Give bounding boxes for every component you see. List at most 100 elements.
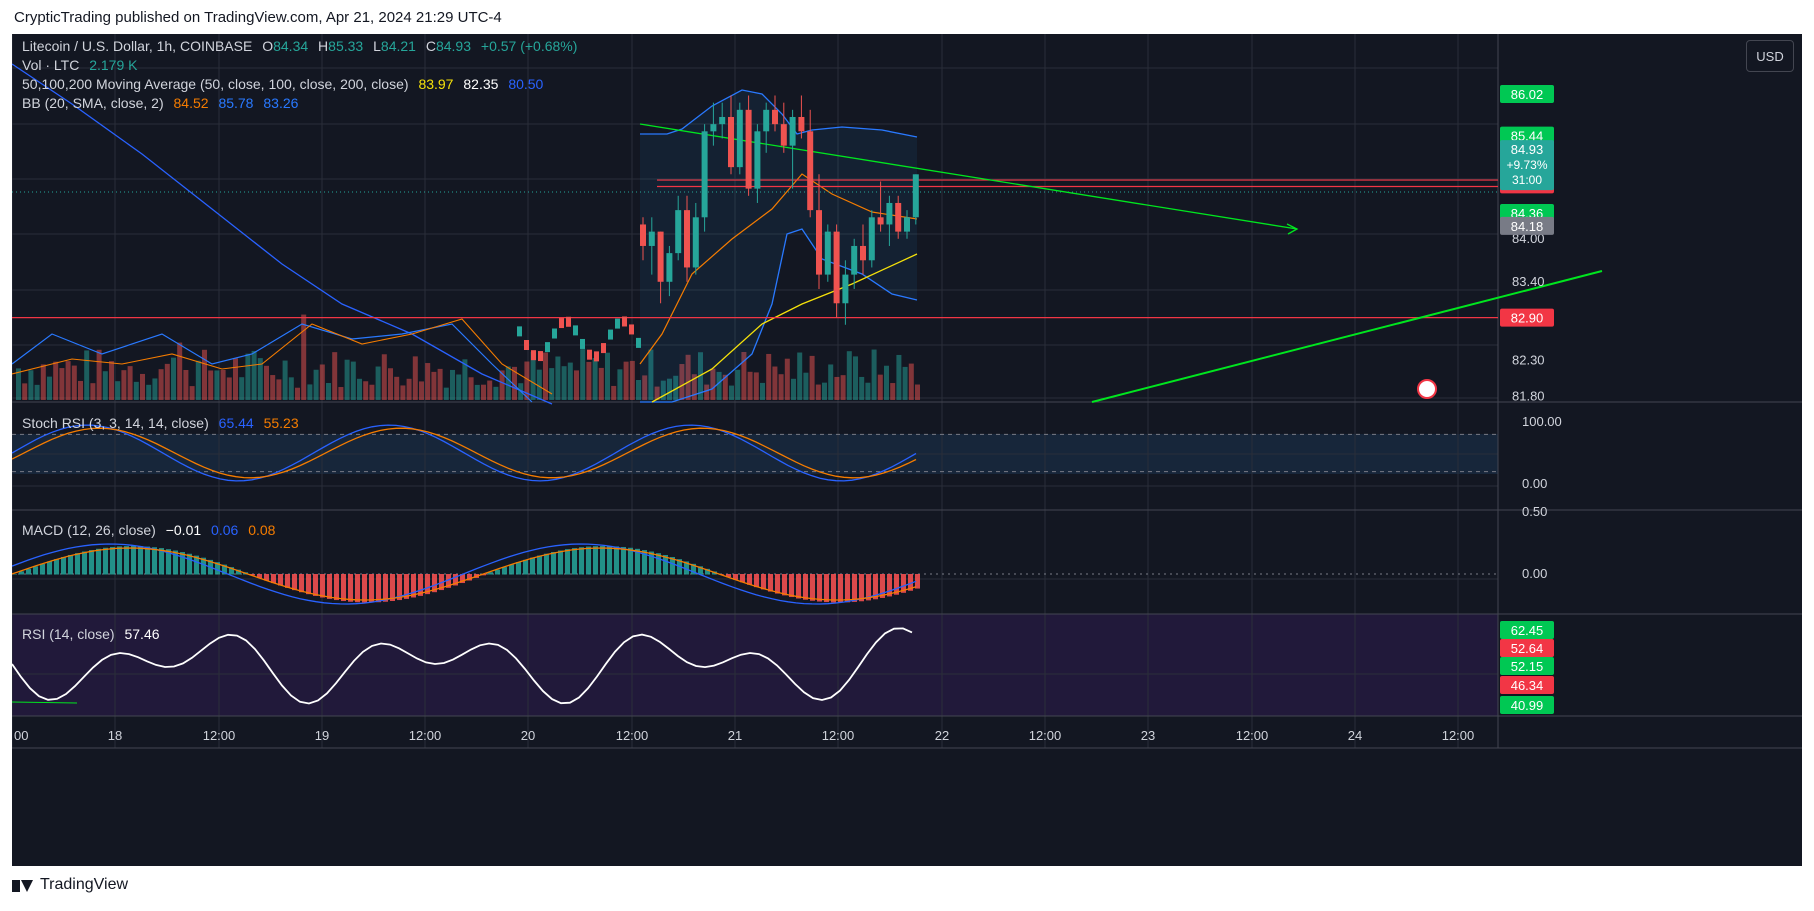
volume-bar	[152, 378, 158, 400]
volume-bar	[127, 366, 133, 400]
macd-histogram-bar	[684, 561, 689, 575]
candle-body	[666, 253, 673, 282]
rsi-label-box	[1500, 621, 1554, 639]
tradingview-footer[interactable]: TradingView	[12, 876, 128, 894]
volume-bar	[71, 365, 77, 400]
macd-histogram-bar	[446, 574, 451, 588]
macd-histogram-bar	[166, 549, 171, 575]
macd-histogram-bar	[362, 574, 367, 603]
volume-bar	[803, 372, 809, 400]
volume-bar	[140, 373, 145, 400]
volume-bar	[419, 381, 424, 400]
volume-bar	[332, 352, 338, 400]
ma50-line	[651, 253, 918, 403]
macd-histogram-bar	[810, 574, 815, 601]
rsi-pane-bg	[12, 614, 1498, 716]
time-tick-label: 12:00	[203, 728, 236, 743]
volume-bar	[778, 374, 784, 400]
volume-bar	[704, 384, 710, 400]
volume-bar	[344, 359, 350, 400]
macd-histogram-bar	[145, 546, 150, 575]
macd-histogram-bar	[453, 574, 458, 586]
macd-histogram-bar	[264, 574, 269, 581]
volume-bar	[437, 368, 443, 400]
currency-button[interactable]: USD	[1746, 40, 1794, 72]
symbol-title[interactable]: Litecoin / U.S. Dollar, 1h, COINBASE	[22, 38, 253, 54]
volume-bar	[580, 349, 586, 400]
price-label-box	[1500, 216, 1554, 235]
tradingview-logo-icon	[12, 878, 34, 892]
macd-histogram-bar	[173, 550, 178, 575]
volume-bar	[400, 385, 406, 400]
price-label-text: 85.44	[1511, 129, 1544, 144]
macd-histogram-bar	[768, 574, 773, 592]
volume-bar	[164, 363, 170, 400]
volume-bar	[84, 350, 90, 400]
candle-body-early	[636, 337, 641, 348]
volume-bar	[326, 382, 331, 400]
price-tick-label: 83.40	[1512, 274, 1545, 289]
macd-histogram-bar	[698, 566, 703, 575]
price-label-box	[1500, 126, 1554, 145]
candle-body-early	[531, 350, 536, 361]
chart-frame[interactable]: 84.0083.4082.3081.8086.0285.4484.8584.76…	[12, 34, 1802, 866]
price-label-text: 86.02	[1511, 87, 1544, 102]
macd-histogram-bar	[40, 563, 45, 575]
time-tick-label: 22	[935, 728, 949, 743]
macd-histogram-bar	[761, 574, 766, 590]
volume-bar	[642, 375, 648, 400]
time-tick-label: 19	[315, 728, 329, 743]
volume-bar	[846, 351, 852, 400]
macd-histogram-bar	[467, 574, 472, 581]
volume-bar	[815, 384, 821, 400]
volume-bar	[493, 386, 499, 400]
volume-legend: Vol · LTC 2.179 K	[22, 57, 143, 73]
price-label-box	[1500, 308, 1554, 327]
rsi-label-text: 52.64	[1511, 641, 1544, 656]
low-value: 84.21	[380, 38, 416, 54]
macd-histogram-bar	[873, 574, 878, 600]
macd-histogram-bar	[250, 574, 255, 576]
macd-histogram-bar	[397, 574, 402, 601]
candle-body	[684, 210, 690, 268]
macd-hist-value: −0.01	[165, 522, 202, 538]
candle-body	[675, 210, 682, 254]
macd-histogram-bar	[852, 574, 857, 602]
macd-histogram-bar	[726, 574, 731, 578]
macd-histogram-bar	[880, 574, 885, 598]
volume-bar	[561, 366, 567, 400]
macd-histogram-bar	[789, 574, 794, 598]
macd-histogram-bar	[320, 574, 325, 598]
candle-body	[710, 124, 717, 132]
volume-bar	[716, 371, 722, 400]
rsi-arrow-line	[12, 701, 78, 704]
chart-canvas[interactable]: 84.0083.4082.3081.8086.0285.4484.8584.76…	[12, 34, 1802, 866]
ma-legend: 50,100,200 Moving Average (50, close, 10…	[22, 76, 549, 92]
volume-bar	[264, 365, 269, 400]
macd-histogram-bar	[313, 574, 318, 596]
rsi-label-box	[1500, 657, 1554, 675]
volume-bar	[605, 352, 610, 400]
macd-histogram-bar	[649, 551, 654, 575]
volume-bar	[158, 369, 164, 400]
volume-bar	[884, 365, 889, 400]
macd-histogram-bar	[236, 569, 241, 575]
volume-bar	[394, 376, 400, 400]
volume-bar	[245, 353, 251, 400]
candle-body	[719, 116, 726, 125]
macd-histogram-bar	[600, 546, 605, 575]
candle-body	[736, 109, 743, 168]
macd-histogram-bar	[663, 555, 668, 575]
time-tick-label: 21	[728, 728, 742, 743]
volume-bar	[406, 378, 412, 400]
macd-histogram-bar	[103, 547, 108, 575]
candle-body-early	[559, 318, 564, 329]
macd-histogram-bar	[733, 574, 738, 580]
volume-bar	[797, 352, 803, 400]
rsi-label-text: 62.45	[1511, 623, 1544, 638]
volume-bar	[784, 358, 790, 400]
rsi-legend: RSI (14, close) 57.46	[22, 626, 166, 642]
time-tick-label: 12:00	[616, 728, 649, 743]
bb-basis-line	[12, 318, 553, 395]
macd-histogram-bar	[887, 574, 892, 597]
